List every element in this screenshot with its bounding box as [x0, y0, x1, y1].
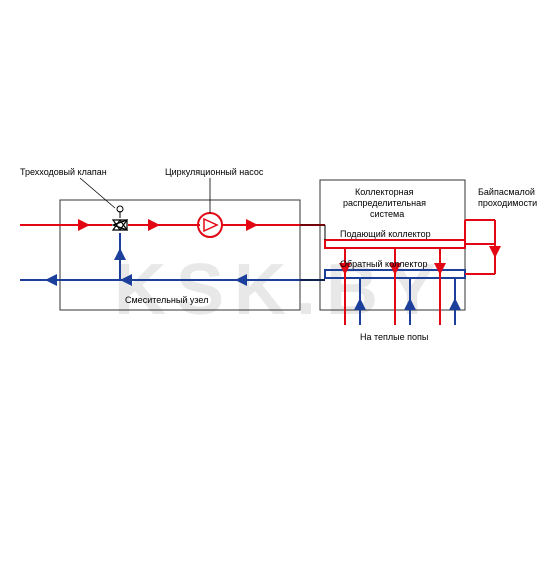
- label-three-way-valve: Трехходовый клапан: [20, 167, 107, 177]
- label-circ-pump: Циркуляционный насос: [165, 167, 264, 177]
- label-collector-l1: Коллекторная: [355, 187, 414, 197]
- label-bypass-l1: Байпасмалой: [478, 187, 535, 197]
- label-collector-l2: распределительная: [343, 198, 426, 208]
- bypass-loop: [465, 220, 495, 274]
- supply-collector-bar: [325, 240, 465, 248]
- label-bypass-l2: проходимости: [478, 198, 537, 208]
- label-mixing-unit: Смесительный узел: [125, 295, 208, 305]
- label-to-floor: На теплые попы: [360, 332, 428, 342]
- circulation-pump-icon: [198, 213, 222, 237]
- callout-valve: [80, 178, 115, 208]
- three-way-valve-icon: [113, 206, 127, 230]
- mixing-unit-box: [60, 200, 300, 310]
- label-supply-collector: Подающий коллектор: [340, 229, 431, 239]
- label-collector-l3: система: [370, 209, 404, 219]
- label-return-collector: Обратный коллектор: [340, 259, 427, 269]
